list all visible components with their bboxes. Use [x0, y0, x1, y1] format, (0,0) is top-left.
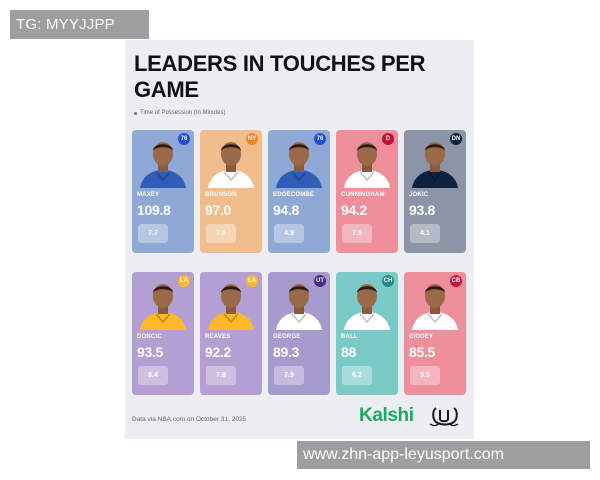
player-portrait — [412, 142, 458, 188]
team-logo-icon: 76 — [314, 133, 326, 145]
player-card: CH BALL 88 6.2 — [336, 272, 398, 395]
touches-value: 93.5 — [137, 344, 164, 360]
player-name: JOKIC — [409, 192, 429, 198]
touches-value: 94.8 — [273, 202, 300, 218]
team-logo-icon: UT — [314, 275, 326, 287]
team-logo-icon: LA — [178, 275, 190, 287]
player-card: UT GEORGE 89.3 7.9 — [268, 272, 330, 395]
team-logo-icon: NY — [246, 133, 258, 145]
legend: Time of Possession (In Minutes) — [134, 110, 225, 116]
touches-value: 85.5 — [409, 344, 436, 360]
player-card: DN JOKIC 93.8 4.1 — [404, 130, 466, 253]
team-logo-icon: D — [382, 133, 394, 145]
player-name: MAXEY — [137, 192, 160, 198]
player-card: CB GIDDEY 85.5 5.5 — [404, 272, 466, 395]
player-name: GIDDEY — [409, 334, 434, 340]
touches-value: 93.8 — [409, 202, 436, 218]
player-name: REAVES — [205, 334, 231, 340]
player-portrait — [276, 142, 322, 188]
possession-badge: 7.7 — [138, 224, 168, 243]
player-portrait — [276, 284, 322, 330]
possession-badge: 8.4 — [138, 366, 168, 385]
player-name: DONCIC — [137, 334, 162, 340]
legend-dot-icon — [134, 111, 137, 115]
possession-badge: 7.5 — [342, 224, 372, 243]
brand-logo-icon — [429, 407, 459, 427]
team-logo-icon: CH — [382, 275, 394, 287]
player-portrait — [344, 284, 390, 330]
player-name: EDGECOMBE — [273, 192, 315, 198]
possession-badge: 4.1 — [410, 224, 440, 243]
player-portrait — [412, 284, 458, 330]
player-portrait — [208, 284, 254, 330]
leaders-infographic: LEADERS IN TOUCHES PER GAME Time of Poss… — [125, 40, 474, 439]
source-note: Data via NBA.com on October 31, 2025 — [132, 416, 247, 423]
player-portrait — [140, 284, 186, 330]
team-logo-icon: 76 — [178, 133, 190, 145]
player-card: LA DONCIC 93.5 8.4 — [132, 272, 194, 395]
team-logo-icon: LA — [246, 275, 258, 287]
infographic-title: LEADERS IN TOUCHES PER GAME — [134, 51, 426, 102]
touches-value: 94.2 — [341, 202, 368, 218]
touches-value: 88 — [341, 344, 356, 360]
possession-badge: 7.5 — [206, 224, 236, 243]
touches-value: 97.0 — [205, 202, 232, 218]
player-card: NY BRUNSON 97.0 7.5 — [200, 130, 262, 253]
touches-value: 92.2 — [205, 344, 232, 360]
possession-badge: 7.9 — [206, 366, 236, 385]
team-logo-icon: CB — [450, 275, 462, 287]
player-name: GEORGE — [273, 334, 301, 340]
possession-badge: 4.9 — [274, 224, 304, 243]
brand-name: Kalshi — [359, 405, 414, 426]
player-portrait — [208, 142, 254, 188]
legend-label: Time of Possession (In Minutes) — [140, 110, 226, 116]
player-portrait — [140, 142, 186, 188]
possession-badge: 7.9 — [274, 366, 304, 385]
player-card: LA REAVES 92.2 7.9 — [200, 272, 262, 395]
touches-value: 89.3 — [273, 344, 300, 360]
player-card: 76 EDGECOMBE 94.8 4.9 — [268, 130, 330, 253]
player-card: D CUNNINGHAM 94.2 7.5 — [336, 130, 398, 253]
watermark: www.zhn-app-leyusport.com — [297, 441, 590, 469]
player-name: CUNNINGHAM — [341, 192, 385, 198]
possession-badge: 6.2 — [342, 366, 372, 385]
possession-badge: 5.5 — [410, 366, 440, 385]
player-name: BRUNSON — [205, 192, 237, 198]
player-portrait — [344, 142, 390, 188]
player-card: 76 MAXEY 109.8 7.7 — [132, 130, 194, 253]
player-name: BALL — [341, 334, 358, 340]
touches-value: 109.8 — [137, 202, 171, 218]
team-logo-icon: DN — [450, 133, 462, 145]
tg-badge: TG: MYYJJPP — [10, 10, 149, 39]
